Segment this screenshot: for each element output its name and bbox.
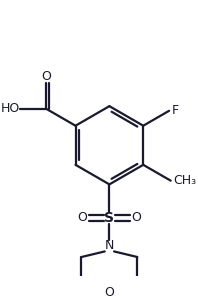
Text: O: O [77,211,87,224]
Text: CH₃: CH₃ [173,174,196,187]
Text: N: N [105,239,114,252]
Text: O: O [105,286,114,296]
Text: O: O [42,70,51,83]
Text: S: S [104,211,114,225]
Text: O: O [131,211,141,224]
Text: F: F [172,104,179,117]
Text: HO: HO [1,102,20,115]
